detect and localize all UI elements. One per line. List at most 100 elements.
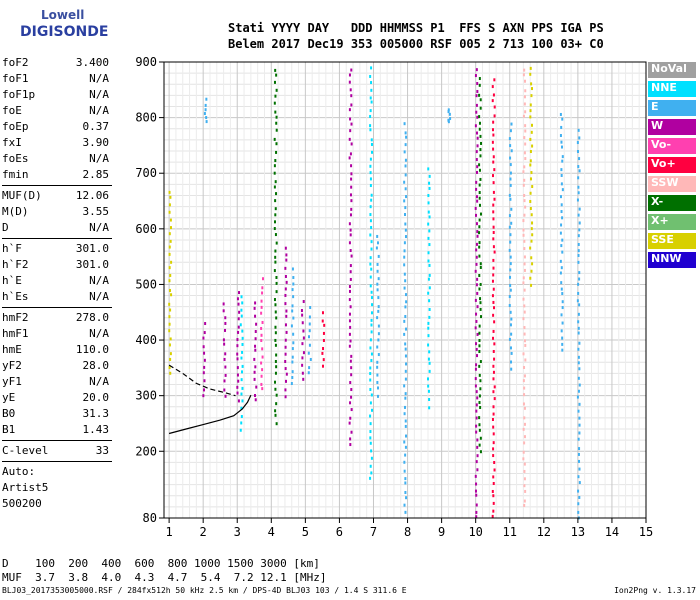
echo-point bbox=[493, 397, 496, 401]
echo-point bbox=[404, 187, 407, 191]
echo-point bbox=[427, 236, 430, 240]
echo-point bbox=[168, 329, 171, 333]
echo-point bbox=[577, 243, 580, 247]
echo-point bbox=[403, 122, 406, 126]
echo-point bbox=[224, 394, 227, 398]
echo-point bbox=[236, 338, 239, 342]
echo-point bbox=[369, 157, 372, 161]
echo-point bbox=[476, 305, 479, 309]
echo-point bbox=[522, 352, 525, 356]
echo-point bbox=[475, 242, 478, 246]
echo-point bbox=[275, 316, 278, 320]
echo-point bbox=[524, 205, 527, 209]
echo-point bbox=[274, 325, 277, 329]
echo-point bbox=[427, 343, 430, 347]
echo-point bbox=[523, 386, 526, 390]
echo-point bbox=[509, 183, 512, 187]
echo-point bbox=[168, 279, 171, 283]
echo-point bbox=[308, 366, 311, 370]
echo-point bbox=[240, 356, 243, 360]
echo-point bbox=[403, 332, 406, 336]
echo-point bbox=[475, 390, 478, 394]
echo-point bbox=[370, 296, 373, 300]
echo-point bbox=[285, 253, 288, 257]
echo-point bbox=[427, 384, 430, 388]
echo-point bbox=[284, 287, 287, 291]
echo-point bbox=[369, 213, 372, 217]
echo-point bbox=[275, 128, 278, 132]
echo-point bbox=[427, 389, 430, 393]
echo-point bbox=[577, 176, 580, 180]
echo-point bbox=[492, 447, 495, 451]
param-name: D bbox=[2, 221, 9, 234]
echo-point bbox=[476, 468, 479, 472]
echo-point bbox=[376, 234, 379, 238]
echo-point bbox=[349, 401, 352, 405]
echo-point bbox=[224, 373, 227, 377]
echo-point bbox=[492, 475, 495, 479]
echo-point bbox=[492, 432, 495, 436]
param-separator bbox=[2, 461, 112, 462]
echo-point bbox=[254, 394, 257, 398]
echo-point bbox=[427, 357, 430, 361]
echo-point bbox=[404, 396, 407, 400]
echo-point bbox=[376, 386, 379, 390]
echo-point bbox=[369, 171, 372, 175]
param-yf1: yF1 N/A bbox=[2, 374, 109, 390]
echo-point bbox=[478, 196, 481, 200]
param-ye: yE 20.0 bbox=[2, 390, 109, 406]
echo-point bbox=[478, 273, 481, 277]
echo-point bbox=[371, 303, 374, 307]
echo-point bbox=[274, 371, 277, 375]
echo-point bbox=[475, 515, 478, 519]
echo-point bbox=[492, 405, 495, 409]
echo-point bbox=[523, 255, 526, 259]
echo-point bbox=[493, 250, 496, 254]
echo-point bbox=[404, 228, 407, 232]
echo-column bbox=[375, 234, 380, 398]
echo-point bbox=[236, 357, 239, 361]
echo-point bbox=[350, 430, 353, 434]
echo-point bbox=[561, 188, 564, 192]
echo-point bbox=[475, 409, 478, 413]
echo-point bbox=[302, 351, 305, 355]
legend-item-e: E bbox=[648, 100, 696, 116]
echo-point bbox=[284, 266, 287, 270]
echo-point bbox=[370, 449, 373, 453]
echo-point bbox=[523, 441, 526, 445]
echo-point bbox=[522, 450, 525, 454]
echo-point bbox=[509, 268, 512, 272]
echo-point bbox=[560, 244, 563, 248]
echo-point bbox=[204, 103, 207, 107]
distance-muf-table: D 100 200 400 600 800 1000 1500 3000 [km… bbox=[2, 557, 327, 585]
echo-point bbox=[369, 96, 372, 100]
echo-point bbox=[403, 469, 406, 473]
echo-point bbox=[370, 138, 373, 142]
echo-point bbox=[524, 89, 527, 93]
echo-point bbox=[291, 360, 294, 364]
echo-point bbox=[376, 394, 379, 398]
echo-point bbox=[348, 73, 351, 77]
echo-point bbox=[275, 192, 278, 196]
echo-point bbox=[370, 323, 373, 327]
echo-point bbox=[285, 372, 288, 376]
echo-point bbox=[577, 249, 580, 253]
param-yf2: yF2 28.0 bbox=[2, 358, 109, 374]
echo-point bbox=[492, 273, 495, 277]
echo-point bbox=[578, 207, 581, 211]
x-tick-label: 13 bbox=[571, 525, 585, 539]
echo-point bbox=[508, 137, 511, 141]
echo-point bbox=[428, 369, 431, 373]
echo-point bbox=[529, 246, 532, 250]
echo-point bbox=[478, 168, 481, 172]
echo-point bbox=[492, 441, 495, 445]
echo-point bbox=[523, 365, 526, 369]
echo-point bbox=[428, 406, 431, 410]
param-value: 2.85 bbox=[82, 168, 110, 181]
param-value: N/A bbox=[89, 274, 109, 287]
echo-point bbox=[349, 270, 352, 274]
echo-point bbox=[369, 74, 372, 78]
echo-point bbox=[370, 240, 373, 244]
echo-point bbox=[273, 227, 276, 231]
echo-point bbox=[509, 275, 512, 279]
